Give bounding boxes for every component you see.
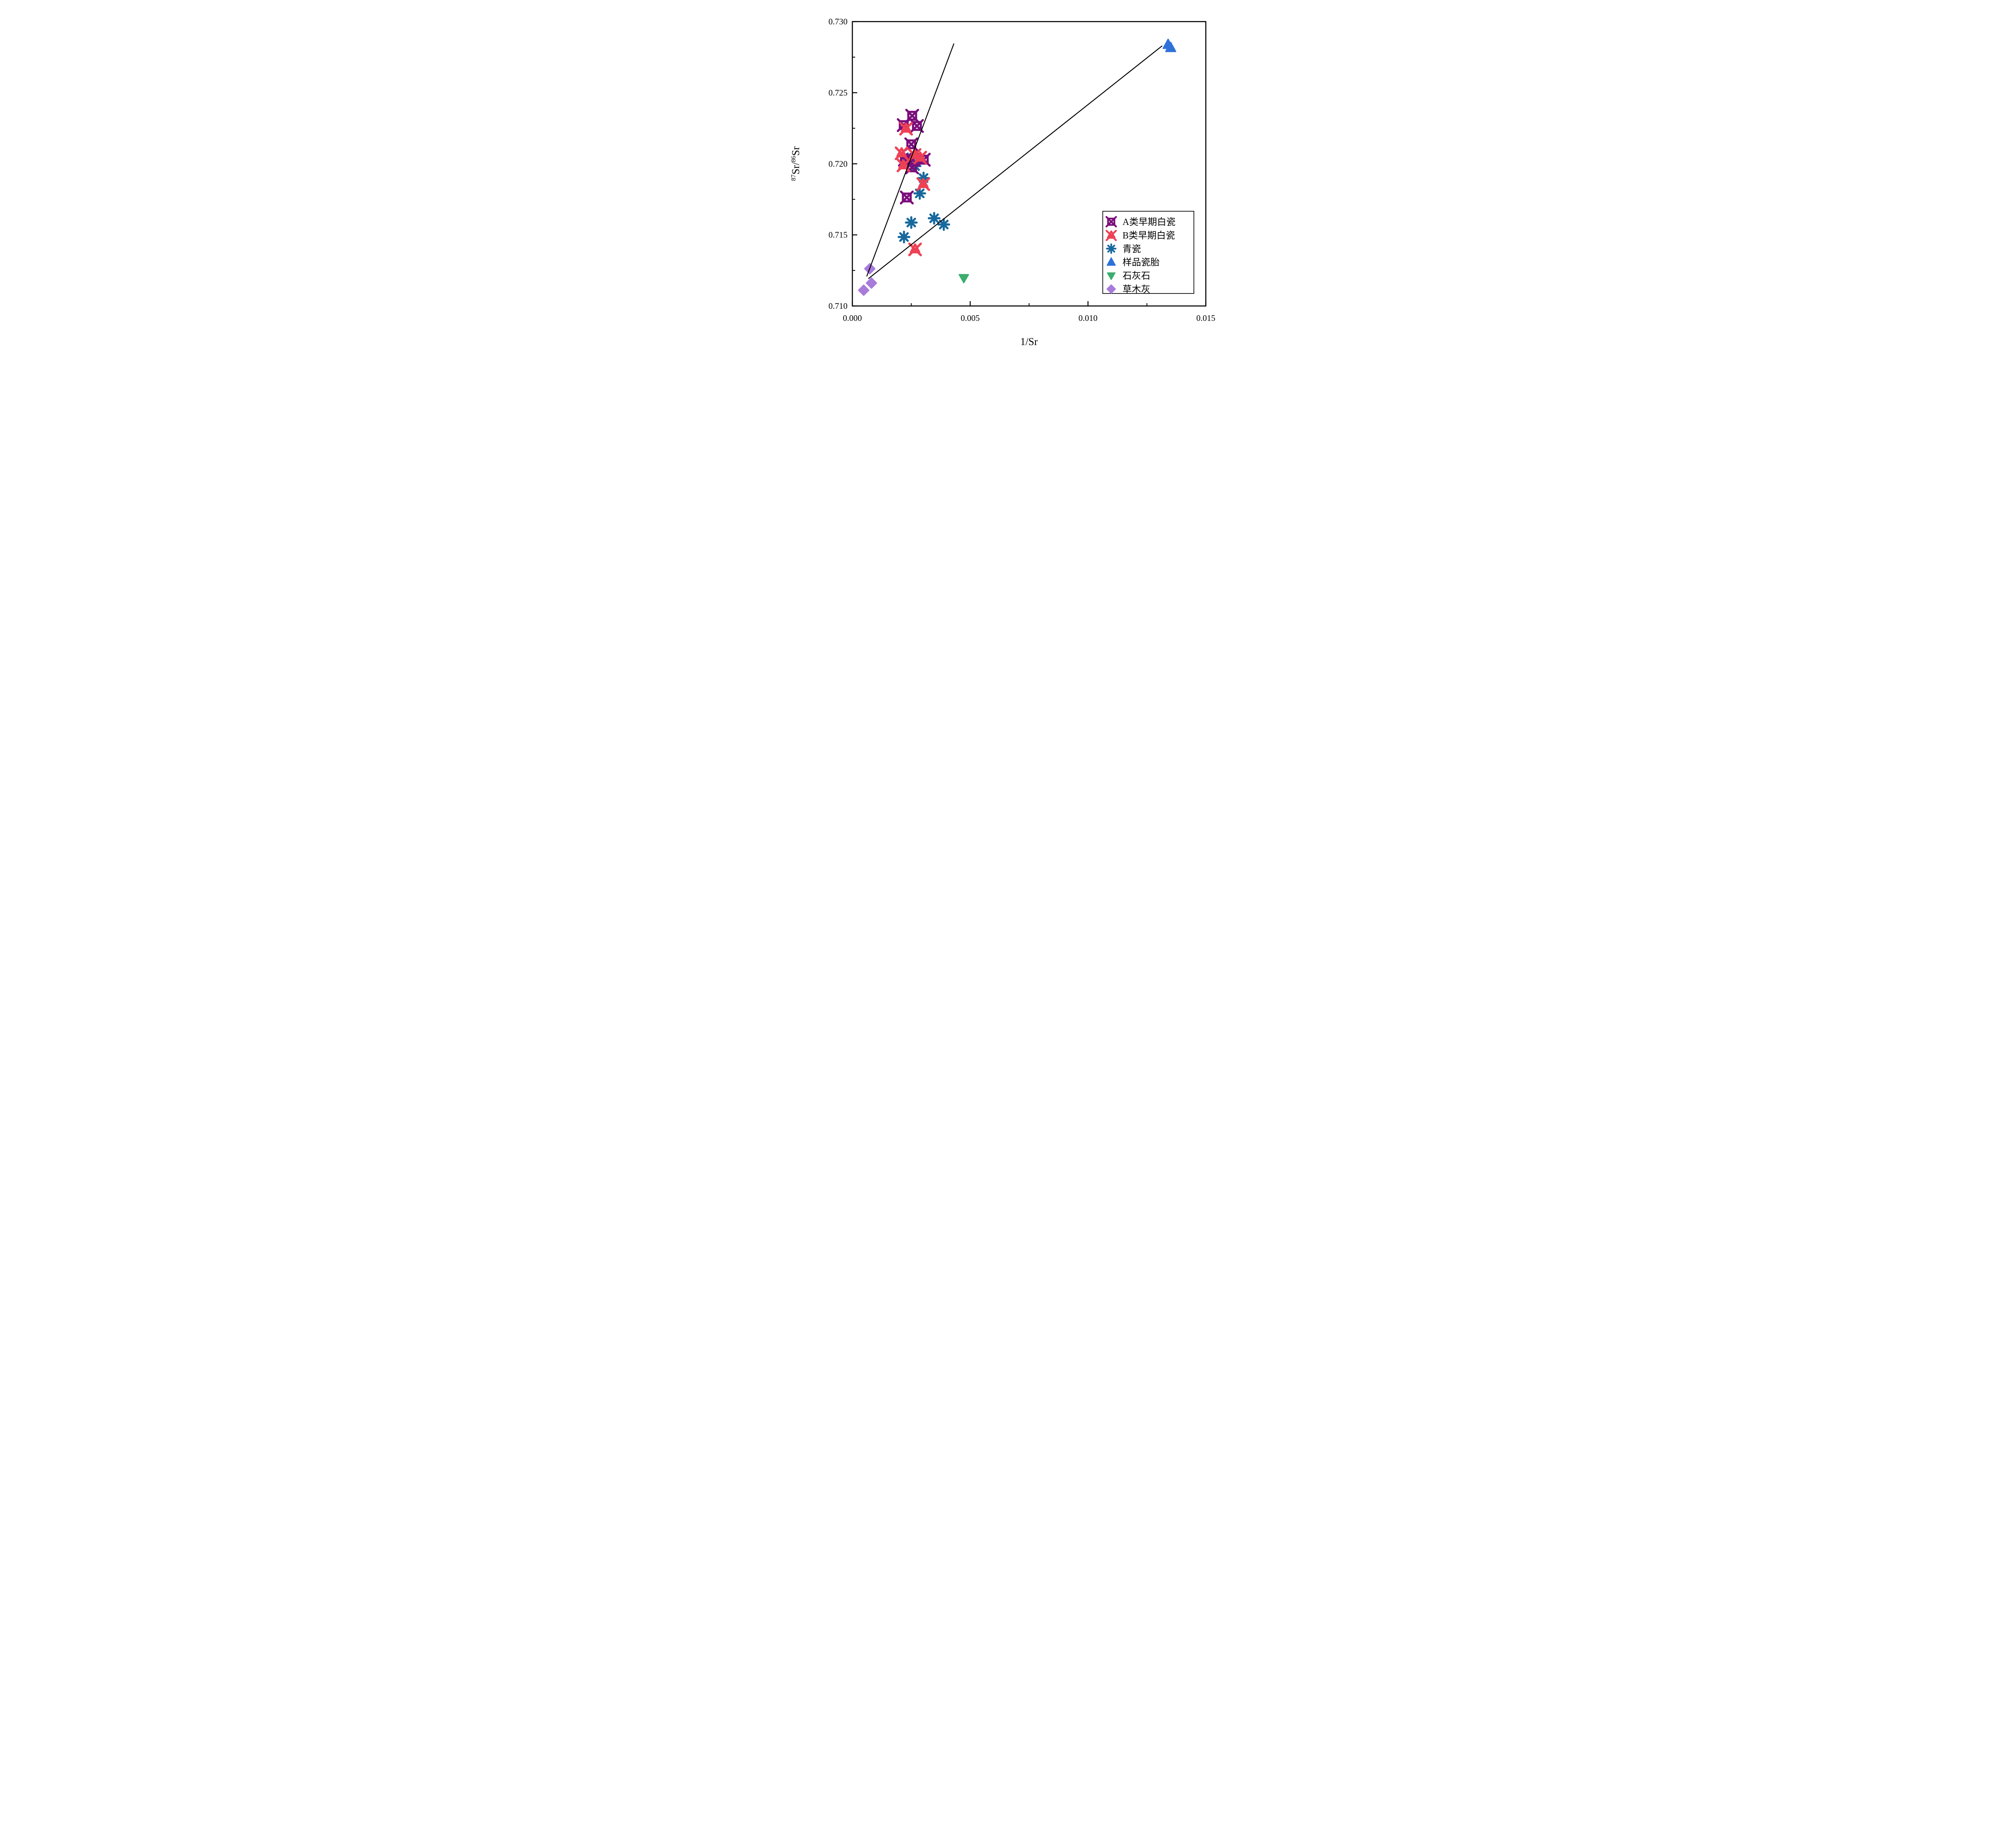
legend-item-triangle-x: B类早期白瓷 xyxy=(1105,230,1175,241)
series-triangle-x xyxy=(894,122,930,256)
data-point-marker xyxy=(913,150,927,164)
x-tick-label: 0.000 xyxy=(843,313,862,323)
tick-labels: 0.000 0.005 0.010 0.015 0.710 0.715 0.720 0.725… xyxy=(828,17,1215,323)
y-axis-title-text: 87Sr/86Sr xyxy=(790,146,802,181)
series-diamond xyxy=(858,263,877,296)
legend-item-triangle-down: 石灰石 xyxy=(1106,271,1150,281)
series-triangle-up xyxy=(1162,38,1176,52)
legend-item-crossed-square: A类早期白瓷 xyxy=(1105,216,1176,228)
legend-label: B类早期白瓷 xyxy=(1123,230,1175,240)
y-tick-label: 0.720 xyxy=(828,159,847,169)
diamond-marker xyxy=(1106,284,1116,294)
legend-label: 石灰石 xyxy=(1123,271,1150,281)
mixing-lines-layer xyxy=(866,43,1162,279)
data-point-marker xyxy=(937,218,950,231)
data-point-marker xyxy=(904,216,918,229)
data-point-marker xyxy=(916,177,930,191)
figure: 0.000 0.005 0.010 0.015 0.710 0.715 0.720 0.725… xyxy=(774,0,1242,366)
legend-item-diamond: 草木灰 xyxy=(1106,284,1150,294)
y-tick-label: 0.710 xyxy=(828,301,847,311)
data-point-marker xyxy=(910,119,924,133)
triangle-x-marker xyxy=(1105,230,1117,241)
legend-box xyxy=(1102,211,1194,294)
ticks xyxy=(852,21,1206,307)
legend-label: A类早期白瓷 xyxy=(1123,217,1176,227)
x-tick-label: 0.010 xyxy=(1078,313,1097,323)
data-point-marker xyxy=(894,146,908,160)
y-axis-title: 87Sr/86Sr xyxy=(790,146,802,181)
steep-mixing-line xyxy=(866,43,954,277)
data-point-marker xyxy=(900,190,914,205)
legend-item-asterisk: 青瓷 xyxy=(1106,243,1141,254)
triangle-down-marker xyxy=(1106,272,1116,280)
data-point-marker xyxy=(858,284,869,296)
scatter-plot: 0.000 0.005 0.010 0.015 0.710 0.715 0.720 0.725… xyxy=(790,17,1215,347)
legend-label: 青瓷 xyxy=(1123,244,1141,254)
legend-label: 草木灰 xyxy=(1123,284,1150,294)
shallow-mixing-line xyxy=(868,45,1162,279)
data-point-marker xyxy=(1165,42,1176,52)
y-tick-label: 0.715 xyxy=(828,230,847,240)
x-tick-label: 0.015 xyxy=(1196,313,1215,323)
data-point-marker xyxy=(958,274,969,283)
data-point-marker xyxy=(899,122,913,136)
series-triangle-down xyxy=(958,274,969,283)
asterisk-marker xyxy=(1106,243,1116,254)
x-tick-label: 0.005 xyxy=(960,313,979,323)
y-tick-label: 0.730 xyxy=(828,17,847,27)
triangle-up-marker xyxy=(1106,257,1116,266)
legend-label: 样品瓷胎 xyxy=(1123,257,1160,267)
y-tick-label: 0.725 xyxy=(828,88,847,98)
data-point-marker xyxy=(917,171,930,185)
crossed-square-marker xyxy=(1105,216,1117,228)
legend-item-triangle-up: 样品瓷胎 xyxy=(1106,257,1160,267)
data-points-layer xyxy=(858,38,1176,296)
data-point-marker xyxy=(897,231,910,243)
data-point-marker xyxy=(908,242,922,256)
data-point-marker xyxy=(913,187,926,200)
x-axis-title: 1/Sr xyxy=(1020,336,1038,347)
data-point-marker xyxy=(865,277,877,289)
data-point-marker xyxy=(927,212,941,225)
